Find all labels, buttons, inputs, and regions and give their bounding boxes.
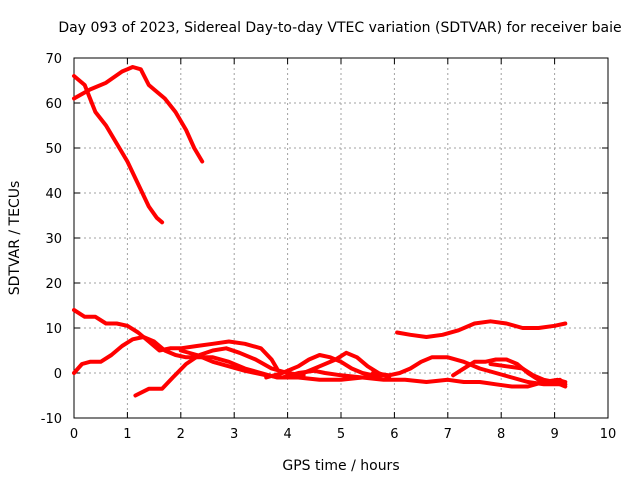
x-tick-label: 8: [497, 427, 505, 442]
y-tick-label: 40: [45, 187, 62, 202]
chart-title: Day 093 of 2023, Sidereal Day-to-day VTE…: [58, 20, 621, 36]
series-arc-1: [72, 65, 205, 164]
x-tick-label: 0: [70, 427, 78, 442]
x-tick-label: 10: [600, 427, 617, 442]
x-axis-label: GPS time / hours: [282, 458, 399, 474]
x-tick-label: 1: [123, 427, 131, 442]
y-tick-label: 70: [45, 52, 62, 67]
y-tick-label: 10: [45, 322, 62, 337]
x-tick-label: 6: [390, 427, 398, 442]
series-arc-7: [264, 353, 375, 380]
x-tick-label: 7: [444, 427, 452, 442]
y-tick-label: -10: [41, 412, 62, 427]
x-tick-label: 4: [283, 427, 291, 442]
series-arc-9: [371, 355, 562, 387]
series-arc-4: [72, 335, 386, 382]
axis-ticks: 0 1 2 3 4 5 6 7 8 9 10 -10 0 10 20 30 40 50 60 70: [41, 52, 617, 442]
series-arc-10: [395, 319, 568, 339]
x-tick-label: 2: [177, 427, 185, 442]
y-axis-label: SDTVAR / TECUs: [7, 181, 23, 296]
data-series: [72, 65, 568, 398]
y-tick-label: 20: [45, 277, 62, 292]
series-arc-2: [72, 74, 165, 225]
y-tick-label: 30: [45, 232, 62, 247]
x-tick-label: 9: [550, 427, 558, 442]
series-arc-13: [488, 362, 568, 389]
y-tick-label: 50: [45, 142, 62, 157]
x-tick-label: 3: [230, 427, 238, 442]
series-arc-5: [133, 346, 306, 398]
y-tick-label: 60: [45, 97, 62, 112]
x-tick-label: 5: [337, 427, 345, 442]
y-tick-label: 0: [54, 367, 62, 382]
